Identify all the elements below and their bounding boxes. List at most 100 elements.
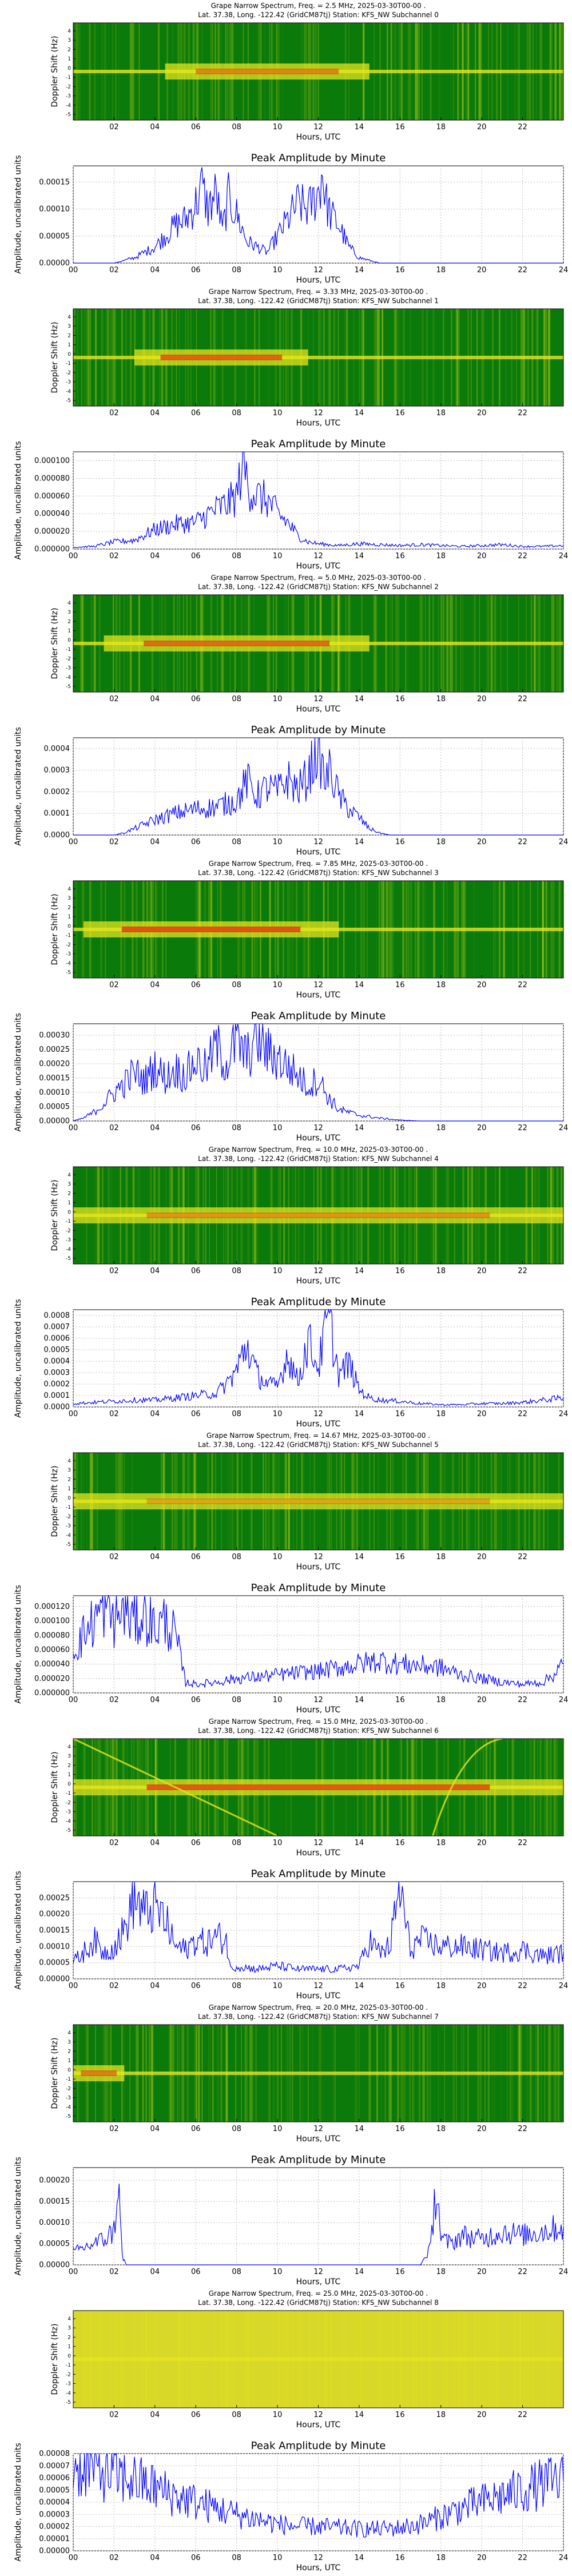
y-tick-label: 0.000080 [34,474,70,483]
x-tick-label: 14 [355,123,364,132]
amplitude-panel: Peak Amplitude by Minute 0.0000 0.0001 0.00… [14,1296,568,1429]
y-tick-label: 0.00003 [39,2510,70,2519]
spectrogram-panel: Grape Narrow Spectrum, Freq. = 15.0 MHz,… [50,1718,565,1858]
x-tick-label: 00 [69,266,78,275]
y-tick-label: 0.00015 [39,1926,70,1935]
x-tick-label: 12 [313,2268,323,2276]
amplitude-series-line [73,1023,563,1122]
x-tick-label: 10 [273,266,283,275]
x-tick-label: 10 [273,981,283,989]
x-axis-label: Hours, UTC [296,133,341,142]
x-tick-label: 10 [273,1124,283,1132]
y-tick-label: 0.00001 [39,2535,70,2543]
y-tick-label: -2 [66,370,71,376]
x-axis-label: Hours, UTC [296,2563,341,2573]
x-tick-label: 00 [69,1696,78,1704]
x-tick-label: 02 [109,1410,119,1418]
x-tick-label: 14 [355,2125,364,2133]
x-tick-label: 20 [477,1696,487,1704]
x-tick-label: 18 [436,1124,446,1132]
y-axis-label: Amplitude, uncalibrated units [14,441,23,560]
chart-title: Peak Amplitude by Minute [251,1296,386,1308]
x-tick-label: 04 [150,2554,160,2562]
doppler-core [196,69,339,74]
x-tick-label: 10 [273,1267,283,1275]
y-tick-label: 3 [67,896,71,901]
x-tick-label: 04 [150,409,160,418]
x-tick-label: 12 [313,2125,323,2133]
x-axis-label: Hours, UTC [296,2420,341,2430]
x-tick-label: 04 [150,552,160,560]
chart-title: Peak Amplitude by Minute [251,152,386,164]
x-tick-label: 16 [395,2411,405,2419]
y-tick-label: 0 [67,2354,71,2359]
y-tick-label: 0 [67,924,71,929]
x-tick-label: 02 [109,838,119,846]
y-tick-label: 3 [67,2325,71,2331]
spectrogram-subtitle: Lat. 37.38, Long. -122.42 (GridCM87tj) S… [198,11,439,19]
x-tick-label: 12 [313,2554,323,2562]
x-tick-label: 12 [313,409,323,418]
x-tick-label: 22 [518,1839,527,1847]
x-tick-label: 18 [436,1696,446,1704]
x-tick-label: 18 [436,2411,446,2419]
y-tick-label: -5 [66,684,71,690]
carrier-line [73,356,563,359]
x-tick-label: 14 [355,552,364,560]
x-tick-label: 02 [109,2411,119,2419]
spectrogram-title: Grape Narrow Spectrum, Freq. = 15.0 MHz,… [209,1718,428,1726]
y-tick-label: -3 [66,666,71,671]
amplitude-panel: Peak Amplitude by Minute 0.000000 0.000020… [14,1582,568,1715]
y-axis-label: Amplitude, uncalibrated units [14,1871,23,1990]
x-tick-label: 16 [395,1410,405,1418]
y-tick-label: 4 [67,1458,71,1464]
x-tick-label: 16 [395,1839,405,1847]
x-tick-label: 18 [436,266,446,275]
x-tick-label: 14 [355,1410,364,1418]
x-tick-label: 06 [191,2554,201,2562]
x-tick-label: 12 [313,695,323,703]
y-tick-label: 0.00000 [39,2261,70,2269]
y-tick-label: 0.000040 [34,1660,70,1669]
x-tick-label: 00 [69,1410,78,1418]
y-tick-label: 3 [67,38,71,43]
y-tick-label: -5 [66,398,71,404]
y-tick-label: 0.00020 [39,1060,70,1068]
x-tick-label: 04 [150,2125,160,2133]
y-tick-label: 0.00007 [39,2462,70,2470]
y-tick-label: -5 [66,2400,71,2406]
x-tick-label: 12 [313,266,323,275]
x-tick-label: 10 [273,123,283,132]
x-tick-label: 20 [477,1124,487,1132]
x-tick-label: 04 [150,981,160,989]
x-tick-label: 00 [69,1124,78,1132]
x-tick-label: 06 [191,409,201,418]
y-tick-label: 0 [67,66,71,71]
y-axis-label: Doppler Shift (Hz) [50,894,59,965]
y-axis-label: Doppler Shift (Hz) [50,2324,59,2395]
x-tick-label: 20 [477,123,487,132]
x-tick-label: 06 [191,1267,201,1275]
x-tick-label: 18 [436,695,446,703]
y-tick-label: 0.00004 [39,2498,70,2507]
y-tick-label: 0.0003 [44,766,70,775]
y-tick-label: 0.0001 [44,809,70,818]
x-tick-label: 04 [150,1553,160,1561]
x-tick-label: 12 [313,552,323,560]
x-tick-label: 24 [559,1982,569,1990]
x-tick-label: 08 [232,2125,241,2133]
x-tick-label: 06 [191,1124,201,1132]
x-tick-label: 04 [150,1696,160,1704]
x-tick-label: 16 [395,2268,405,2276]
y-tick-label: 0.000080 [34,1631,70,1640]
y-tick-label: -1 [66,933,71,939]
x-tick-label: 20 [477,2411,487,2419]
y-tick-label: -1 [66,75,71,81]
x-tick-label: 02 [109,1839,119,1847]
x-tick-label: 02 [109,2268,119,2276]
x-tick-label: 06 [191,1696,201,1704]
amplitude-panel: Peak Amplitude by Minute 0.0000 0.0001 0.00… [14,724,568,857]
x-tick-label: 04 [150,838,160,846]
y-tick-label: 0.0003 [44,1369,70,1377]
